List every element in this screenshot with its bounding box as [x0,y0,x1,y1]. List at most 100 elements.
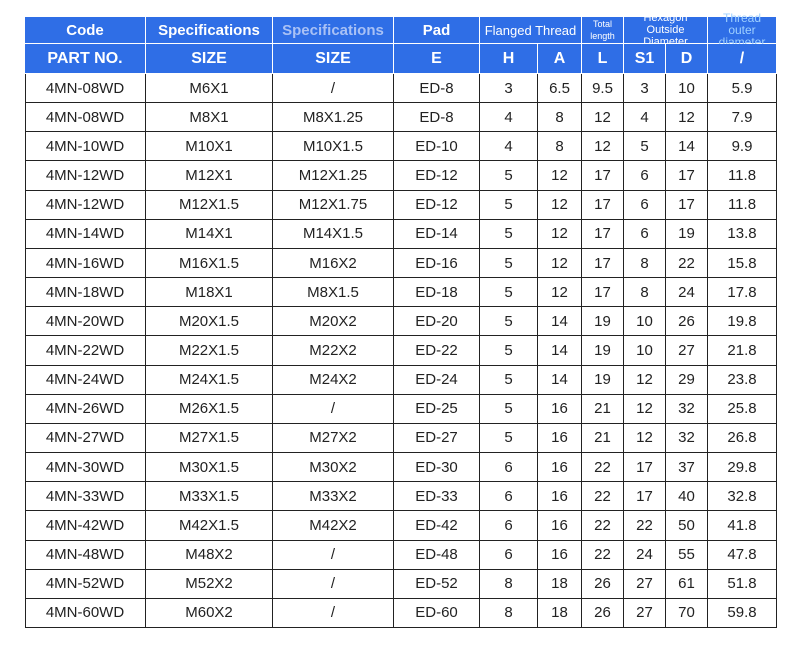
table-cell: 5 [480,307,538,337]
table-cell: 26 [582,598,624,628]
table-cell: M27X2 [273,423,394,454]
table-cell: 12 [538,248,582,279]
table-cell: 55 [666,540,708,570]
table-cell: 8 [624,278,666,308]
table-cell: 26.8 [708,423,777,454]
table-cell: ED-24 [394,365,480,395]
table-cell: 4 [480,103,538,133]
table-cell: 22 [666,248,708,279]
table-cell: 12 [538,190,582,220]
table-cell: 37 [666,453,708,483]
table-cell: ED-18 [394,278,480,308]
table-cell: 5 [624,132,666,162]
table-cell: M10X1 [146,132,273,162]
table-cell: M8X1 [146,103,273,133]
table-cell: ED-20 [394,307,480,337]
table-cell: 17 [582,190,624,220]
header-cell: H [480,44,538,74]
table-cell: ED-30 [394,453,480,483]
table-cell: ED-10 [394,132,480,162]
header-cell: Total length [582,17,624,44]
table-cell: 5 [480,336,538,366]
table-cell: 25.8 [708,394,777,424]
table-cell: ED-48 [394,540,480,570]
table-cell: M14X1.5 [273,219,394,249]
table-cell: M16X2 [273,248,394,279]
table-cell: M22X1.5 [146,336,273,366]
table-cell: ED-12 [394,190,480,220]
table-cell: M24X1.5 [146,365,273,395]
table-cell: 9.5 [582,74,624,104]
table-cell: 6 [480,511,538,541]
table-cell: 4 [480,132,538,162]
header-cell: Hexagon Outside Diameter [624,12,708,48]
table-cell: 4MN-08WD [25,74,146,104]
table-cell: 22 [624,511,666,541]
table-cell: 23.8 [708,365,777,395]
header-cell: Specifications [146,17,273,44]
table-cell: 12 [538,219,582,249]
table-cell: 10 [624,307,666,337]
table-cell: ED-14 [394,219,480,249]
header-cell: A [538,44,582,74]
table-cell: 4MN-42WD [25,511,146,541]
table-cell: 18 [538,598,582,628]
table-cell: ED-42 [394,511,480,541]
table-cell: 5 [480,278,538,308]
header-cell: D [666,44,708,74]
table-cell: / [273,394,394,424]
table-cell: 4MN-16WD [25,248,146,279]
table-cell: 14 [538,365,582,395]
table-cell: 11.8 [708,190,777,220]
table-cell: 8 [538,103,582,133]
table-cell: 4MN-10WD [25,132,146,162]
table-cell: 16 [538,482,582,512]
table-cell: 22 [582,540,624,570]
table-cell: 27 [624,569,666,599]
table-cell: 16 [538,394,582,424]
table-cell: 70 [666,598,708,628]
table-cell: ED-22 [394,336,480,366]
table-cell: 21 [582,394,624,424]
table-cell: 41.8 [708,511,777,541]
table-cell: / [273,598,394,628]
table-cell: 5 [480,423,538,454]
table-cell: 12 [538,161,582,191]
table-cell: 12 [624,394,666,424]
header-cell: S1 [624,44,666,74]
table-cell: 5 [480,161,538,191]
table-cell: 12 [624,423,666,454]
table-cell: M18X1 [146,278,273,308]
table-cell: 5.9 [708,74,777,104]
table-cell: 4 [624,103,666,133]
table-cell: 12 [582,132,624,162]
table-cell: 4MN-08WD [25,103,146,133]
table-cell: ED-25 [394,394,480,424]
table-cell: 4MN-22WD [25,336,146,366]
table-cell: 4MN-20WD [25,307,146,337]
table-cell: 16 [538,453,582,483]
header-cell: / [708,44,777,74]
table-cell: 17 [582,278,624,308]
table-cell: M14X1 [146,219,273,249]
table-cell: 12 [624,365,666,395]
table-cell: 5 [480,219,538,249]
table-cell: 3 [480,74,538,104]
table-cell: 8 [480,569,538,599]
table-cell: 5 [480,248,538,279]
table-cell: 5 [480,190,538,220]
table-cell: M26X1.5 [146,394,273,424]
table-cell: 13.8 [708,219,777,249]
table-cell: 18 [538,569,582,599]
table-cell: M12X1.5 [146,190,273,220]
table-cell: 27 [624,598,666,628]
table-cell: M20X1.5 [146,307,273,337]
table-cell: 19 [582,307,624,337]
table-cell: / [273,540,394,570]
header-cell: E [394,44,480,74]
table-cell: 14 [666,132,708,162]
table-cell: M20X2 [273,307,394,337]
table-cell: ED-8 [394,103,480,133]
table-cell: 4MN-24WD [25,365,146,395]
